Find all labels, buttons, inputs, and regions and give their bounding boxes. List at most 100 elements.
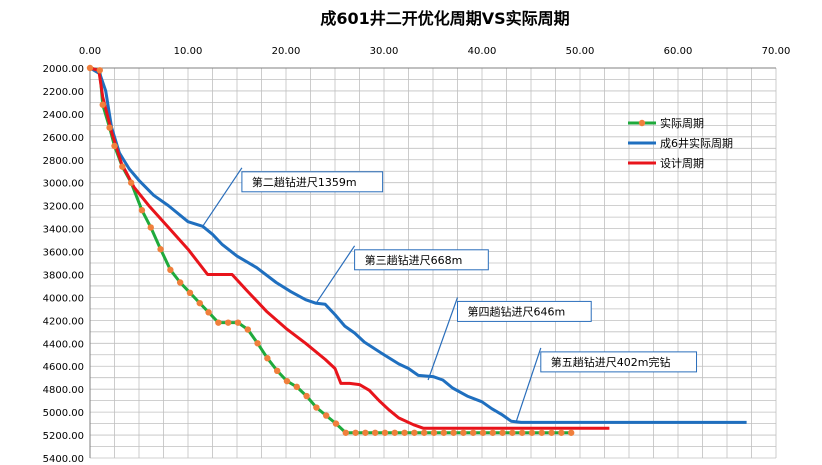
x-tick-labels: 0.00 10.00 20.00 30.00 40.00 50.00 60.00 70.00	[79, 46, 790, 57]
x-tick-label: 70.00	[762, 46, 791, 57]
data-point	[303, 392, 310, 400]
data-point	[332, 420, 340, 427]
annotation-leader-line	[515, 347, 542, 422]
data-point	[401, 429, 408, 436]
data-point	[381, 429, 389, 436]
data-point	[254, 340, 261, 347]
series-line-0	[89, 66, 572, 435]
data-point	[352, 429, 359, 436]
annotation-box	[354, 249, 489, 271]
data-point	[411, 429, 418, 436]
annotation-box	[241, 171, 384, 193]
y-tick-label: 3400.00	[43, 225, 84, 236]
data-point	[127, 179, 135, 186]
data-point	[119, 163, 126, 170]
data-point	[518, 429, 526, 436]
y-tick-label: 2000.00	[43, 64, 84, 75]
series-markers	[86, 64, 575, 436]
data-point	[176, 279, 184, 286]
y-tick-label: 4200.00	[43, 316, 84, 327]
data-point	[528, 429, 536, 436]
data-point	[283, 377, 291, 385]
legend-label: 实际周期	[660, 116, 704, 130]
x-tick-label: 30.00	[370, 46, 399, 57]
y-tick-label: 2800.00	[43, 156, 84, 167]
y-tick-label: 2600.00	[43, 133, 84, 144]
y-tick-label: 2200.00	[43, 87, 84, 98]
data-point	[215, 319, 222, 326]
data-point	[460, 429, 467, 436]
annotation-text: 第五趟钻进尺402m完钻	[551, 355, 671, 369]
annotation-leader-line	[427, 297, 459, 381]
annotation-text: 第四趟钻进尺646m	[468, 304, 566, 318]
legend-marker	[638, 119, 646, 127]
data-point	[342, 429, 349, 436]
annotation-leaders	[202, 167, 542, 422]
data-point	[440, 429, 447, 436]
data-point	[499, 429, 506, 436]
y-tick-label: 4800.00	[43, 385, 84, 396]
annotation-box	[457, 300, 592, 322]
data-point	[420, 429, 428, 436]
data-point	[106, 124, 113, 131]
annotation-callouts: 第二趟钻进尺1359m 第三趟钻进尺668m 第四趟钻进尺646m 第五趟钻进尺402…	[241, 171, 698, 373]
y-tick-label: 3200.00	[43, 202, 84, 213]
x-tick-label: 0.00	[79, 46, 101, 57]
y-tick-label: 5000.00	[43, 408, 84, 419]
data-point	[99, 101, 106, 108]
annotation-leader-line	[202, 167, 243, 227]
annotation-box	[540, 351, 698, 373]
y-tick-label: 5200.00	[43, 431, 84, 442]
y-tick-label: 3800.00	[43, 270, 84, 281]
data-point	[234, 319, 242, 326]
data-point	[469, 429, 477, 436]
annotation-leader-line	[314, 245, 356, 305]
data-point	[313, 404, 320, 411]
x-tick-label: 50.00	[566, 46, 595, 57]
y-tick-label: 4600.00	[43, 362, 84, 373]
data-point	[293, 383, 300, 391]
y-tick-label: 2400.00	[43, 110, 84, 121]
x-tick-label: 10.00	[174, 46, 203, 57]
y-tick-label: 3600.00	[43, 248, 84, 259]
x-tick-label: 60.00	[664, 46, 693, 57]
series-line-2	[89, 66, 610, 430]
series-lines	[89, 66, 747, 435]
data-point	[167, 266, 174, 274]
data-point	[430, 429, 438, 436]
data-point	[96, 67, 104, 74]
data-point	[362, 429, 369, 436]
data-point	[86, 64, 94, 72]
data-point	[157, 246, 164, 253]
legend-label: 成6井实际周期	[660, 136, 733, 150]
data-point	[186, 289, 194, 297]
data-point	[147, 224, 154, 231]
data-point	[391, 429, 398, 436]
data-point	[273, 367, 281, 375]
data-point	[558, 429, 565, 436]
data-point	[509, 429, 516, 436]
y-tick-labels: 2000.00 2200.00 2400.00 2600.00 2800.00 3000.…	[43, 64, 84, 465]
y-tick-label: 5400.00	[43, 454, 84, 465]
annotation-text: 第二趟钻进尺1359m	[252, 175, 357, 189]
data-point	[264, 355, 271, 362]
data-point	[489, 429, 496, 436]
y-tick-label: 4000.00	[43, 293, 84, 304]
annotation-text: 第三趟钻进尺668m	[365, 253, 463, 267]
data-point	[450, 429, 457, 436]
x-tick-label: 40.00	[468, 46, 497, 57]
data-point	[205, 309, 212, 316]
data-point	[479, 429, 487, 436]
x-tick-label: 20.00	[272, 46, 301, 57]
data-point	[224, 319, 232, 326]
y-tick-label: 4400.00	[43, 339, 84, 350]
chart-title: 成601井二开优化周期VS实际周期	[320, 9, 569, 28]
legend-label: 设计周期	[660, 157, 704, 170]
data-point	[567, 429, 575, 436]
data-point	[548, 429, 555, 436]
data-point	[138, 207, 146, 214]
data-point	[244, 326, 251, 333]
series-line-1	[89, 66, 747, 424]
